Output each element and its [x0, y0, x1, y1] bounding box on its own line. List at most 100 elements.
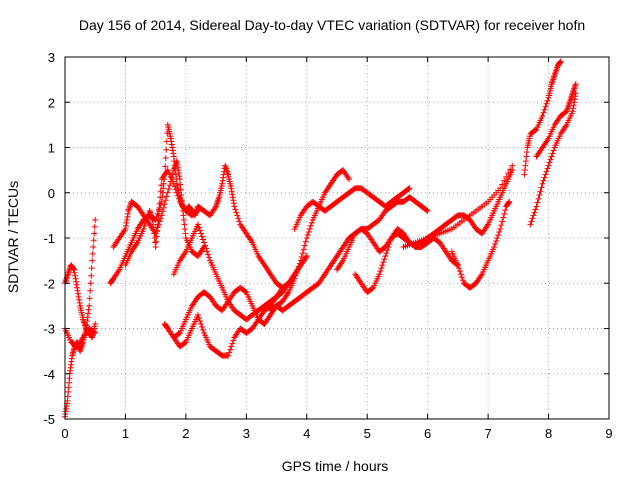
data-point	[149, 216, 156, 223]
data-point	[228, 185, 235, 192]
data-point	[497, 185, 504, 192]
data-point	[162, 163, 169, 170]
data-point	[546, 159, 553, 166]
data-point	[506, 198, 513, 205]
data-point	[220, 174, 227, 181]
data-point	[306, 225, 313, 232]
data-point	[151, 230, 158, 237]
data-point	[505, 170, 512, 177]
data-point	[521, 167, 528, 174]
data-point	[204, 248, 211, 255]
data-point	[346, 176, 353, 183]
data-point	[155, 217, 162, 224]
data-point	[168, 141, 175, 148]
data-point	[165, 185, 172, 192]
data-point	[161, 201, 168, 208]
data-point	[230, 197, 237, 204]
data-point	[74, 287, 81, 294]
data-point	[84, 314, 91, 321]
data-point	[387, 238, 394, 245]
data-point	[141, 222, 148, 229]
data-point	[74, 284, 81, 291]
series-sat-c	[62, 325, 99, 350]
data-point	[539, 112, 546, 119]
data-point	[507, 166, 514, 173]
data-point	[75, 293, 82, 300]
data-point	[154, 228, 161, 235]
data-point	[166, 182, 173, 189]
data-point	[156, 206, 163, 213]
data-point	[155, 212, 162, 219]
data-point	[298, 253, 305, 260]
data-point	[543, 168, 550, 175]
data-point	[92, 320, 99, 327]
data-point	[497, 225, 504, 232]
series-sat-f	[122, 167, 201, 269]
data-point	[230, 200, 237, 207]
data-point	[202, 242, 209, 249]
data-point	[70, 265, 77, 272]
data-point	[143, 216, 150, 223]
data-point	[122, 222, 129, 229]
y-tick-label: -1	[43, 231, 55, 246]
y-tick-label: -3	[43, 322, 55, 337]
series-sat-n	[448, 198, 513, 291]
x-tick-label: 6	[424, 426, 431, 441]
y-tick-label: 3	[48, 50, 55, 65]
data-point	[233, 209, 240, 216]
data-point	[71, 269, 78, 276]
data-point	[492, 241, 499, 248]
data-point	[503, 173, 510, 180]
data-point	[570, 102, 577, 109]
data-point	[194, 207, 201, 214]
data-point	[71, 266, 78, 273]
data-point	[162, 197, 169, 204]
data-point	[523, 153, 530, 160]
data-point	[537, 188, 544, 195]
data-point	[195, 224, 202, 231]
data-point	[501, 210, 508, 217]
chart-title: Day 156 of 2014, Sidereal Day-to-day VTE…	[79, 17, 585, 33]
data-point	[528, 218, 535, 225]
data-point	[91, 223, 98, 230]
data-point	[150, 221, 157, 228]
data-point	[369, 285, 376, 292]
data-point	[157, 194, 164, 201]
data-point	[457, 271, 464, 278]
data-point	[570, 105, 577, 112]
data-point	[86, 302, 93, 309]
data-point	[307, 222, 314, 229]
data-point	[557, 59, 564, 66]
data-point	[182, 230, 189, 237]
data-point	[154, 222, 161, 229]
x-axis-label: GPS time / hours	[282, 458, 389, 474]
series-sat-r	[533, 81, 579, 160]
data-point	[87, 280, 94, 287]
data-point	[386, 241, 393, 248]
data-point	[532, 127, 539, 134]
data-point	[572, 81, 579, 88]
data-point	[168, 138, 175, 145]
series-sat-o	[400, 162, 516, 251]
data-point	[383, 250, 390, 257]
data-point	[167, 135, 174, 142]
data-point	[496, 228, 503, 235]
data-point	[509, 162, 516, 169]
data-point	[378, 265, 385, 272]
data-point	[84, 317, 91, 324]
data-point	[569, 108, 576, 115]
data-point	[173, 158, 180, 165]
data-point	[308, 219, 315, 226]
data-point	[156, 200, 163, 207]
data-point	[539, 180, 546, 187]
data-point	[172, 171, 179, 178]
data-point	[379, 262, 386, 269]
x-tick-label: 2	[182, 426, 189, 441]
data-point	[494, 235, 501, 241]
x-tick-label: 1	[122, 426, 129, 441]
data-point	[495, 231, 502, 238]
data-point	[557, 58, 564, 65]
data-point	[531, 209, 538, 216]
data-point	[76, 296, 83, 303]
data-point	[181, 339, 188, 346]
